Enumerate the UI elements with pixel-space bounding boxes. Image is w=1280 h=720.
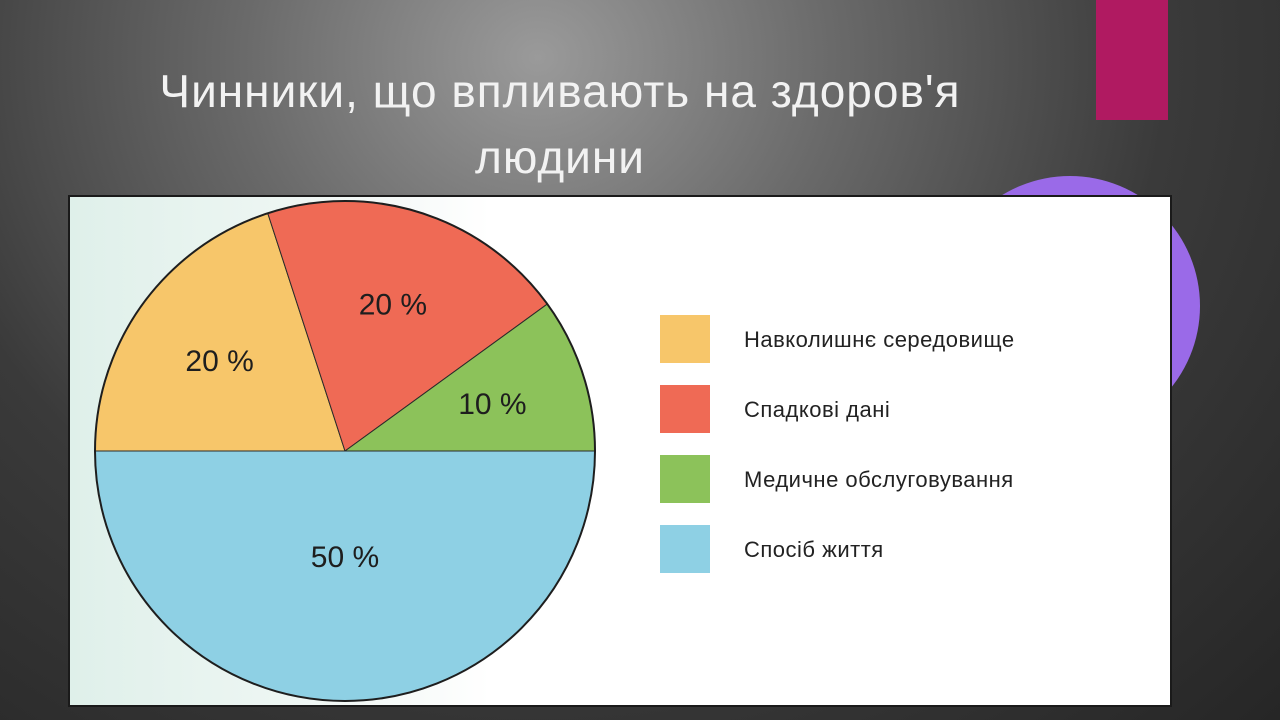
- legend-swatch: [660, 315, 710, 363]
- pie-chart: 20 % 20 % 10 % 50 %: [94, 200, 596, 702]
- title-line-1: Чинники, що впливають на здоров'я: [159, 65, 961, 117]
- slice-value-label: 50 %: [311, 541, 379, 574]
- slice-value-label: 20 %: [359, 289, 427, 322]
- legend-item: Медичне обслуговування: [660, 455, 1160, 503]
- accent-bar: [1096, 0, 1168, 120]
- slide-title: Чинники, що впливають на здоров'я людини: [60, 58, 1060, 190]
- legend-swatch: [660, 455, 710, 503]
- legend-label: Медичне обслуговування: [744, 467, 1014, 492]
- legend-label: Навколишнє середовище: [744, 327, 1015, 352]
- chart-legend: Навколишнє середовище Спадкові дані Меди…: [660, 315, 1160, 595]
- pie-slice: [94, 450, 596, 702]
- legend-label: Спосіб життя: [744, 537, 884, 562]
- legend-label: Спадкові дані: [744, 397, 891, 422]
- legend-item: Навколишнє середовище: [660, 315, 1160, 363]
- pie-outline: [94, 200, 596, 702]
- legend-swatch: [660, 385, 710, 433]
- slice-value-label: 10 %: [458, 388, 526, 421]
- legend-item: Спадкові дані: [660, 385, 1160, 433]
- chart-figure: 20 % 20 % 10 % 50 % Навколишнє середовище С…: [68, 195, 1172, 707]
- title-line-2: людини: [475, 131, 645, 183]
- slice-value-label: 20 %: [185, 345, 253, 378]
- legend-swatch: [660, 525, 710, 573]
- legend-item: Спосіб життя: [660, 525, 1160, 573]
